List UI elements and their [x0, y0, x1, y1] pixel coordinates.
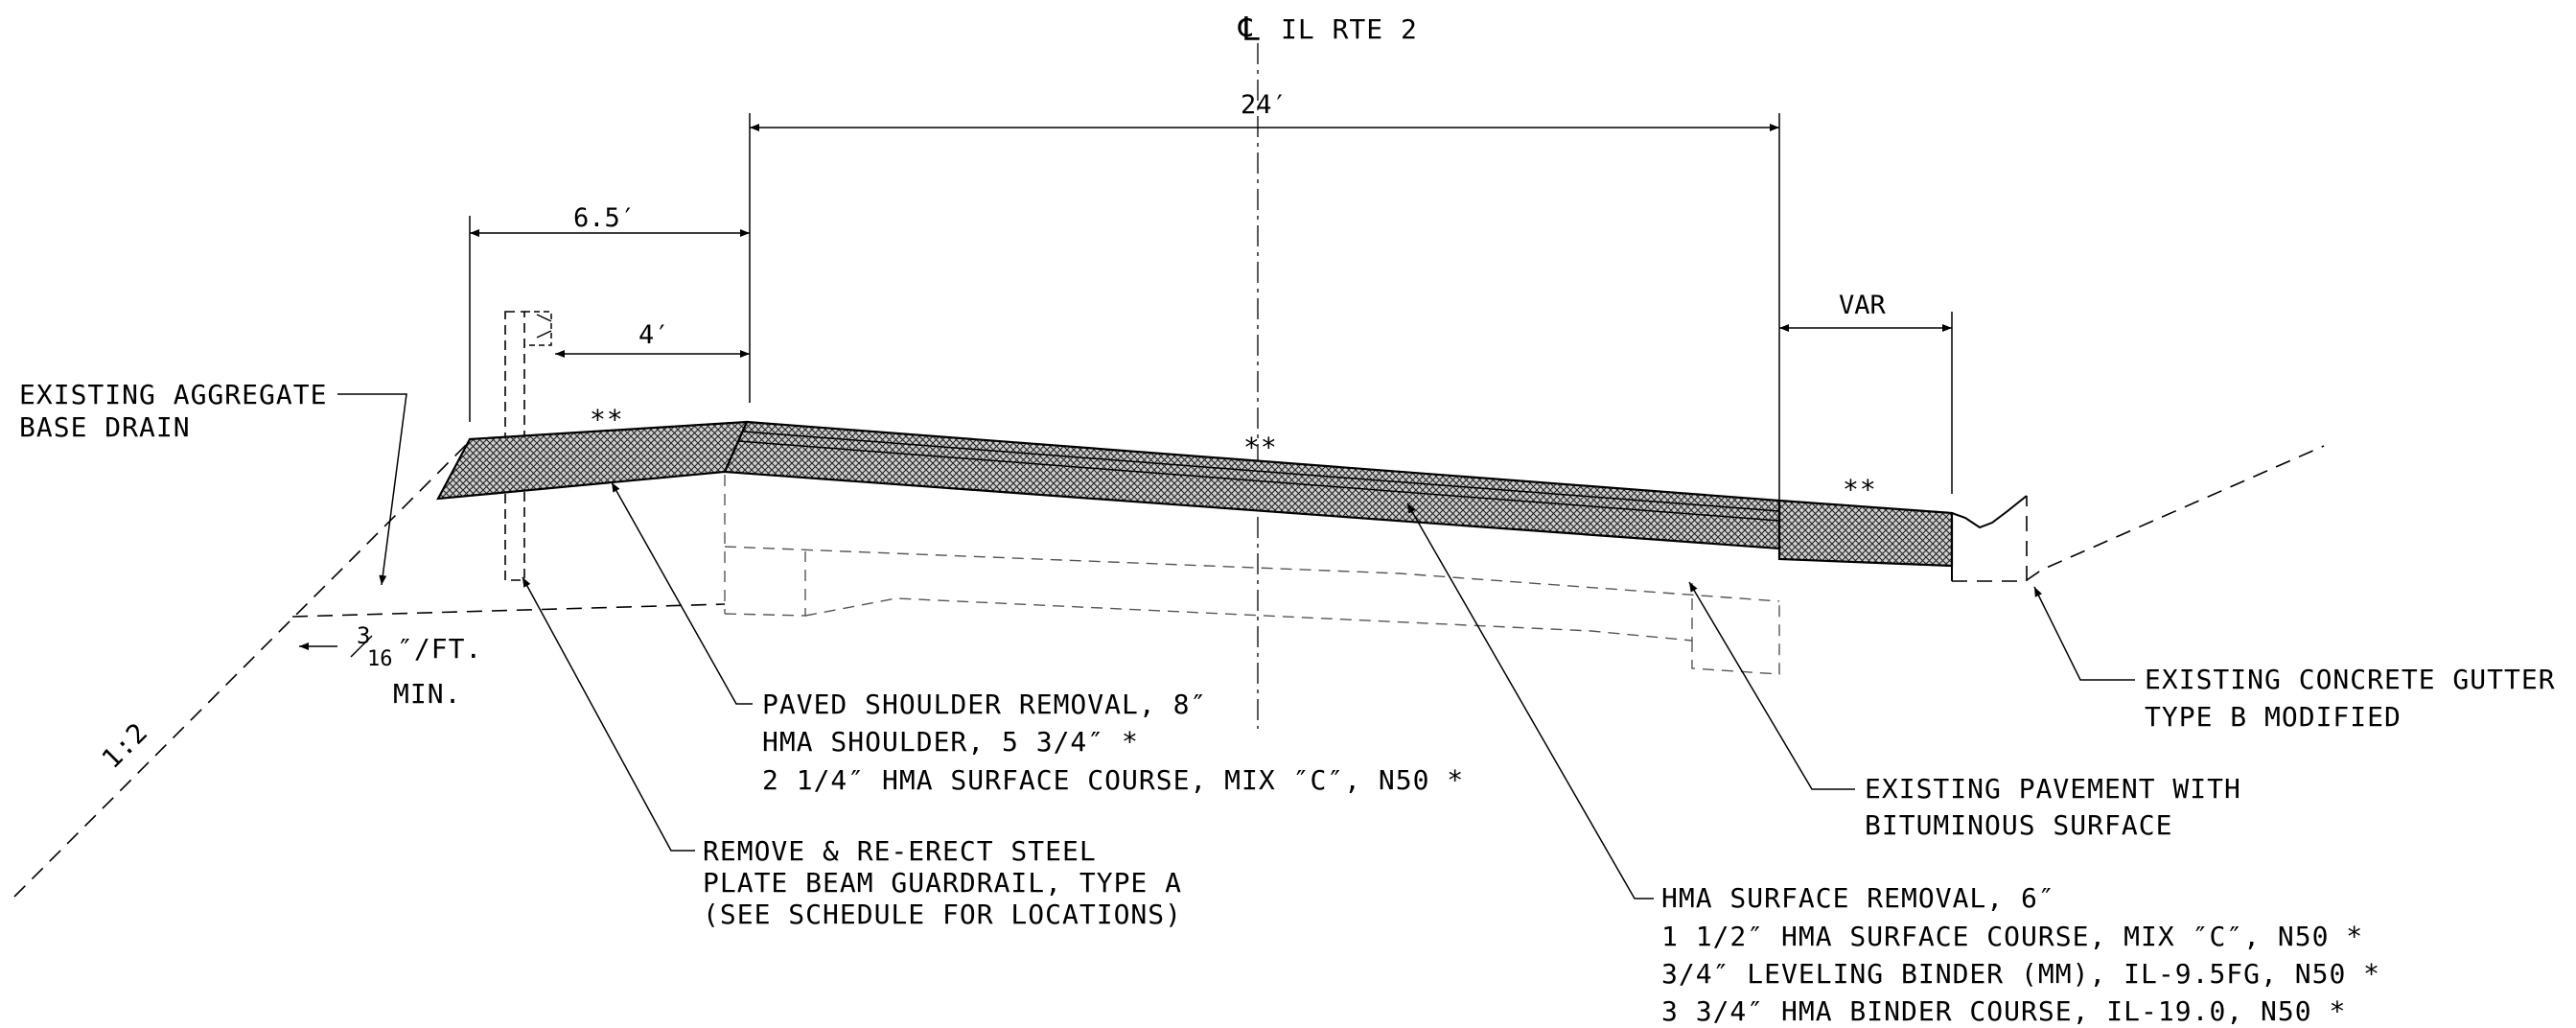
guardrail-line-3: (SEE SCHEDULE FOR LOCATIONS): [703, 899, 1182, 930]
centerline-symbol: ℄: [1238, 11, 1260, 49]
callout-gutter: EXISTING CONCRETE GUTTER TYPE B MODIFIED: [2033, 586, 2556, 733]
base-slope-unit: ″/FT.: [397, 633, 482, 665]
paved-width-label: 4′: [638, 320, 670, 350]
surface-line-3: 3/4″ LEVELING BINDER (MM), IL-9.5FG, N50…: [1661, 958, 2380, 990]
surface-line-1: HMA SURFACE REMOVAL, 6″: [1661, 882, 2055, 914]
ground-lines: [13, 440, 2325, 898]
base-slope-numerator: 3: [357, 622, 370, 649]
guardrail-line-2: PLATE BEAM GUARDRAIL, TYPE A: [703, 867, 1182, 899]
callout-pavement: EXISTING PAVEMENT WITH BITUMINOUS SURFAC…: [1688, 581, 2241, 841]
marker-lane: **: [1243, 432, 1278, 463]
pavement-line-2: BITUMINOUS SURFACE: [1865, 809, 2172, 841]
dimension-gutter-width: VAR: [1779, 291, 1953, 494]
shoulder-line-1: PAVED SHOULDER REMOVAL, 8″: [762, 689, 1207, 720]
callout-surface: HMA SURFACE REMOVAL, 6″ 1 1/2″ HMA SURFA…: [1406, 502, 2380, 1027]
gutter-section: [1777, 495, 2028, 581]
guardrail-line-1: REMOVE & RE-ERECT STEEL: [703, 835, 1097, 867]
marker-gutter: **: [1843, 474, 1877, 505]
aggregate-drain-line-2: BASE DRAIN: [19, 411, 191, 443]
dimension-paved-width: 4′: [555, 320, 750, 358]
aggregate-drain-line-1: EXISTING AGGREGATE: [19, 379, 327, 410]
shoulder-line-3: 2 1/4″ HMA SURFACE COURSE, MIX ″C″, N50 …: [762, 764, 1464, 796]
gutter-line-1: EXISTING CONCRETE GUTTER: [2145, 664, 2556, 695]
centerline-label: IL RTE 2: [1281, 13, 1418, 45]
marker-shoulder: **: [590, 404, 624, 435]
lane-width-label: 24′: [1241, 90, 1288, 120]
centerline: ℄ IL RTE 2: [1238, 11, 1418, 729]
pavement-line-1: EXISTING PAVEMENT WITH: [1865, 773, 2241, 805]
callout-shoulder: PAVED SHOULDER REMOVAL, 8″ HMA SHOULDER,…: [611, 481, 1464, 796]
gutter-line-2: TYPE B MODIFIED: [2145, 701, 2402, 733]
base-slope-denominator: 16: [367, 647, 393, 671]
callout-guardrail: REMOVE & RE-ERECT STEEL PLATE BEAM GUARD…: [522, 576, 1182, 930]
shoulder-line-2: HMA SHOULDER, 5 3/4″ *: [762, 726, 1139, 758]
callout-aggregate-drain: EXISTING AGGREGATE BASE DRAIN: [19, 379, 407, 586]
shoulder-width-label: 6.5′: [573, 203, 636, 233]
gutter-width-label: VAR: [1839, 291, 1887, 320]
surface-line-2: 1 1/2″ HMA SURFACE COURSE, MIX ″C″, N50 …: [1661, 921, 2363, 952]
existing-pavement-outline: [724, 475, 1780, 675]
dimension-shoulder-width: 6.5′: [469, 203, 750, 422]
base-slope-min: MIN.: [393, 678, 461, 710]
base-slope: 3 16 ″/FT. MIN.: [299, 622, 482, 710]
surface-line-4: 3 3/4″ HMA BINDER COURSE, IL-19.0, N50 *: [1661, 995, 2346, 1027]
